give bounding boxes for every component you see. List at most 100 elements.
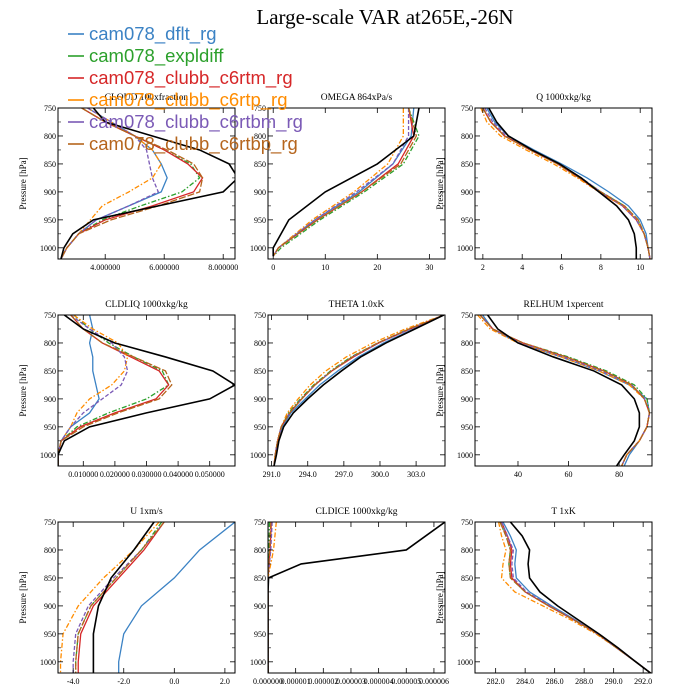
series-lines	[273, 315, 445, 466]
panel-title: OMEGA 864xPa/s	[321, 93, 393, 103]
series-lines	[497, 522, 652, 673]
y-tick-label: 950	[461, 423, 473, 432]
plot-frame	[57, 107, 236, 260]
legend-entry: cam078_dflt_rg	[89, 23, 217, 45]
panel-title: U 1xm/s	[130, 507, 163, 517]
x-tick-label: 286.0	[546, 677, 564, 686]
plot-frame	[267, 521, 446, 674]
y-tick-label: 750	[254, 518, 266, 527]
y-axis-label: Pressure [hPa]	[435, 571, 445, 623]
y-tick-label: 900	[44, 395, 56, 404]
panel-title: CLDICE 1000xkg/kg	[315, 507, 397, 517]
series-line-1	[272, 108, 420, 257]
series-lines	[59, 522, 235, 673]
series-line-6	[486, 315, 641, 466]
y-tick-label: 850	[461, 160, 473, 169]
x-tick-label: 282.0	[487, 677, 505, 686]
series-line-3	[58, 315, 129, 466]
panel-title: CLDLIQ 1000xkg/kg	[105, 300, 188, 310]
series-line-4	[479, 315, 651, 466]
y-tick-label: 800	[44, 339, 56, 348]
series-line-4	[500, 522, 651, 673]
series-line-3	[480, 108, 651, 259]
x-tick-label: 0.000000	[253, 677, 283, 686]
x-tick-label: 297.0	[335, 470, 353, 479]
x-tick-label: 8.000000	[208, 263, 238, 272]
x-tick-label: 40	[514, 470, 522, 479]
plot-frame	[474, 314, 653, 467]
series-line-6	[273, 315, 445, 466]
series-line-4	[268, 522, 273, 673]
y-tick-label: 1000	[40, 451, 56, 460]
y-tick-label: 950	[254, 423, 266, 432]
series-line-2	[500, 522, 651, 673]
series-line-2	[273, 315, 445, 466]
y-tick-label: 1000	[40, 244, 56, 253]
series-lines	[480, 108, 651, 259]
series-line-0	[482, 315, 651, 466]
series-line-6	[92, 522, 155, 673]
series-line-0	[273, 315, 445, 466]
y-tick-label: 800	[44, 132, 56, 141]
x-tick-label: 10	[321, 263, 329, 272]
y-tick-label: 750	[254, 311, 266, 320]
panel-title: T 1xK	[551, 507, 576, 517]
plot-frame	[474, 521, 653, 674]
y-tick-label: 850	[254, 574, 266, 583]
series-line-2	[58, 315, 170, 466]
y-tick-label: 900	[461, 188, 473, 197]
x-tick-label: 2	[481, 263, 485, 272]
series-line-6	[60, 108, 235, 259]
y-tick-label: 900	[254, 188, 266, 197]
x-tick-label: 8	[599, 263, 603, 272]
series-line-4	[484, 108, 651, 259]
series-line-5	[75, 522, 165, 673]
x-tick-label: 0	[271, 263, 275, 272]
series-line-6	[272, 108, 420, 257]
panel-3: 750 800 850 900 950 1000 0.010000 0.020000 0.030…	[18, 300, 236, 479]
legend-entry: cam078_clubb_c6rtbm_rg	[89, 111, 303, 133]
series-line-5	[60, 108, 204, 259]
y-tick-label: 900	[461, 395, 473, 404]
plot-frame	[474, 107, 653, 260]
x-tick-label: 20	[373, 263, 381, 272]
x-tick-label: 2.0	[220, 677, 230, 686]
series-line-3	[497, 522, 651, 673]
x-tick-label: -4.0	[67, 677, 80, 686]
panel-8: 750 800 850 900 950 1000 282.0 284.0 286.0 288.0 2…	[435, 507, 653, 686]
panel-0: 750 800 850 900 950 1000 4.000000 6.000000 8.000…	[18, 92, 238, 272]
y-tick-label: 750	[254, 104, 266, 113]
y-tick-label: 750	[461, 104, 473, 113]
x-tick-label: 0.040000	[163, 470, 193, 479]
plot-frame	[267, 314, 446, 467]
panel-title: RELHUM 1xpercent	[524, 300, 604, 310]
series-line-4	[273, 315, 445, 466]
series-line-1	[273, 315, 445, 466]
x-tick-label: 10	[636, 263, 644, 272]
y-tick-label: 900	[44, 602, 56, 611]
legend: cam078_dflt_rgcam078_expldiffcam078_club…	[68, 23, 303, 155]
y-axis-label: Pressure [hPa]	[18, 571, 28, 623]
y-tick-label: 800	[44, 546, 56, 555]
series-line-5	[58, 315, 173, 466]
y-tick-label: 950	[44, 423, 56, 432]
y-tick-label: 750	[461, 311, 473, 320]
y-tick-label: 900	[44, 188, 56, 197]
series-line-3	[273, 315, 445, 466]
x-tick-label: 60	[565, 470, 573, 479]
series-line-0	[118, 522, 235, 673]
y-axis-label: Pressure [hPa]	[435, 157, 445, 209]
y-tick-label: 850	[254, 367, 266, 376]
y-tick-label: 900	[254, 395, 266, 404]
y-tick-label: 1000	[250, 451, 266, 460]
y-tick-label: 800	[254, 339, 266, 348]
series-line-3	[477, 315, 651, 466]
x-tick-label: 294.0	[299, 470, 317, 479]
x-tick-label: 0.050000	[195, 470, 225, 479]
x-tick-label: 0.000004	[364, 677, 394, 686]
x-tick-label: 291.0	[263, 470, 281, 479]
series-line-1	[58, 315, 170, 466]
series-line-2	[77, 522, 165, 673]
series-line-0	[486, 108, 651, 259]
x-tick-label: 4	[520, 263, 524, 272]
